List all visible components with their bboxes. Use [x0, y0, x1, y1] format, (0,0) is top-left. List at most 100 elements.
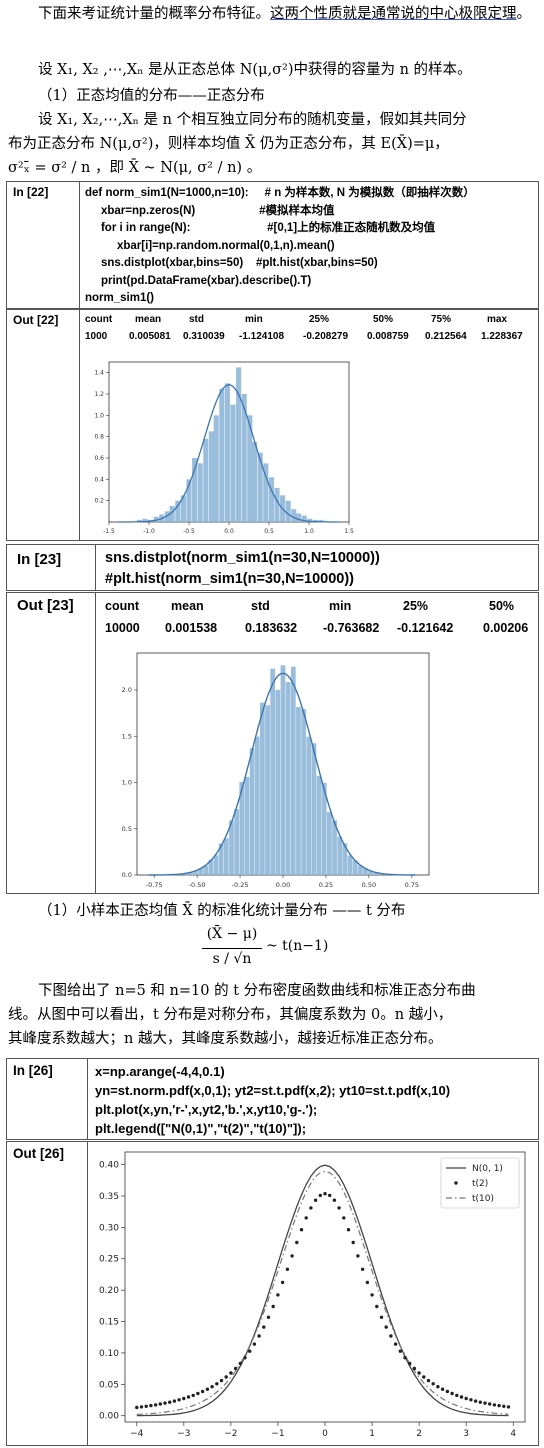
normal-curve [136, 1164, 509, 1417]
histogram-bar [218, 843, 224, 875]
histogram-bar [236, 367, 242, 522]
histogram-bar [164, 511, 170, 522]
t2-point [431, 1382, 435, 1386]
t2-point [149, 1403, 153, 1408]
histogram-bar [182, 873, 188, 875]
histogram-bar [332, 820, 337, 875]
histogram-bar [197, 463, 203, 522]
histogram-bar [192, 458, 198, 522]
t2-point [172, 1399, 177, 1403]
table-header: mean [171, 599, 204, 613]
table-header: std [189, 314, 204, 325]
histogram-bar [239, 781, 245, 875]
code-line: for i in range(N): #[0,1]上的标准正态随机数及均值 [85, 222, 436, 234]
x-tick-label: 0.00 [276, 881, 290, 889]
histogram-bar [252, 442, 258, 522]
y-tick-label: 0.00 [99, 1412, 119, 1422]
t2-point [375, 1304, 379, 1309]
y-tick-label: 0.0 [122, 871, 132, 879]
histogram-bar [169, 506, 175, 522]
histogram-bar [263, 463, 269, 522]
x-tick-label: −3 [177, 1429, 190, 1439]
t2-point [295, 1240, 299, 1245]
histogram-bar [311, 743, 317, 875]
t2-point [271, 1304, 275, 1309]
legend-label: t(10) [472, 1194, 494, 1204]
t2-point [379, 1315, 384, 1319]
t2-point [337, 1206, 341, 1210]
t2-point [205, 1387, 210, 1391]
x-tick-label: 1.5 [344, 528, 354, 535]
t2-point [370, 1293, 374, 1297]
t2-point [309, 1206, 313, 1210]
y-tick-label: 1.0 [122, 779, 132, 787]
cell22-out-label: Out [22] [13, 313, 59, 327]
t2-point [177, 1398, 181, 1402]
t2-point [488, 1402, 492, 1406]
histogram-bar [352, 860, 358, 875]
legend-label: N(0, 1) [472, 1164, 503, 1174]
histogram-bar [301, 709, 306, 875]
kde-curve [117, 384, 340, 523]
t2-point [163, 1401, 167, 1405]
t2-point [445, 1389, 450, 1394]
y-tick-label: 0.5 [122, 825, 132, 833]
x-tick-label: -1.0 [143, 528, 155, 535]
histogram-bar [285, 682, 291, 875]
t-distribution-chart: −4 −3 −2 −1 0 1 2 3 4 0.00 0.05 0.10 0.15 0.20 0.25 0.3… [99, 1151, 526, 1439]
x-tick-label: 0.25 [319, 881, 333, 889]
y-tick-label: 0.25 [99, 1255, 119, 1265]
histogram-bar [285, 500, 291, 522]
t2-point [233, 1366, 238, 1371]
t2-point [436, 1385, 440, 1389]
t10-curve [136, 1170, 509, 1415]
x-tick-label: 0.5 [264, 528, 274, 535]
y-tick-label: 0.30 [99, 1223, 119, 1233]
tdist-paragraph-3: 其峰度系数越大；n 越大，其峰度系数越小，越接近标准正态分布。 [8, 1031, 443, 1047]
table-header: 25% [309, 314, 330, 325]
t2-point [299, 1228, 304, 1232]
cell26-out-label: Out [26] [13, 1146, 65, 1161]
y-tick-label: 2.0 [122, 686, 132, 694]
x-tick-label: 0 [322, 1429, 328, 1439]
histogram-bar [187, 872, 193, 875]
table-value: -0.208279 [303, 331, 349, 342]
tdist-paragraph-1: 下图给出了 n=5 和 n=10 的 t 分布密度函数曲线和标准正态分布曲 [38, 983, 476, 999]
t2-point [408, 1361, 412, 1366]
t2-point [393, 1342, 398, 1346]
t2-point [323, 1192, 327, 1196]
histogram-bar [265, 705, 270, 875]
t2-point [229, 1371, 233, 1375]
t2-point [459, 1395, 464, 1399]
table-value: 0.00206 [483, 621, 529, 635]
histogram-bar [368, 871, 373, 875]
x-tick-label: 2 [416, 1429, 422, 1439]
t2-point [483, 1401, 487, 1405]
table-header: min [245, 314, 263, 325]
t2-point [497, 1403, 501, 1408]
code-line: plt.plot(x,yn,'r-',x,yt2,'b.',x,yt10,'g-… [95, 1102, 318, 1117]
histogram-bar [244, 776, 250, 875]
t2-point [168, 1400, 172, 1404]
t2-point [257, 1334, 261, 1338]
table-value: 0.212564 [425, 331, 467, 342]
histogram-bar [291, 509, 297, 522]
histogram-bar [193, 871, 198, 875]
t2-point [478, 1400, 482, 1404]
cell26-in-label: In [26] [13, 1063, 53, 1078]
histogram-chart-22: -1.5 -1.0 -0.5 0.0 0.5 1.0 1.5 0.2 0.4 0.6 0.8 1.0 1… [94, 361, 354, 535]
t2-point [450, 1391, 454, 1396]
t2-point [417, 1371, 421, 1375]
x-tick-label: 0.50 [362, 881, 376, 889]
t2-point [403, 1356, 407, 1360]
table-value: -0.763682 [323, 621, 380, 635]
x-tick-label: −1 [271, 1429, 284, 1439]
t2-point [285, 1267, 290, 1271]
code-line: def norm_sim1(N=1000,n=10): # n 为样本数, N … [85, 187, 475, 199]
t2-point [342, 1216, 346, 1220]
code-line: norm_sim1() [85, 292, 155, 304]
t2-point [243, 1356, 247, 1360]
cell26-input: In [26] x=np.arange(-4,4,0.1) yn=st.norm.… [6, 1058, 539, 1140]
t2-point [351, 1240, 355, 1245]
histogram-bar [363, 868, 368, 875]
